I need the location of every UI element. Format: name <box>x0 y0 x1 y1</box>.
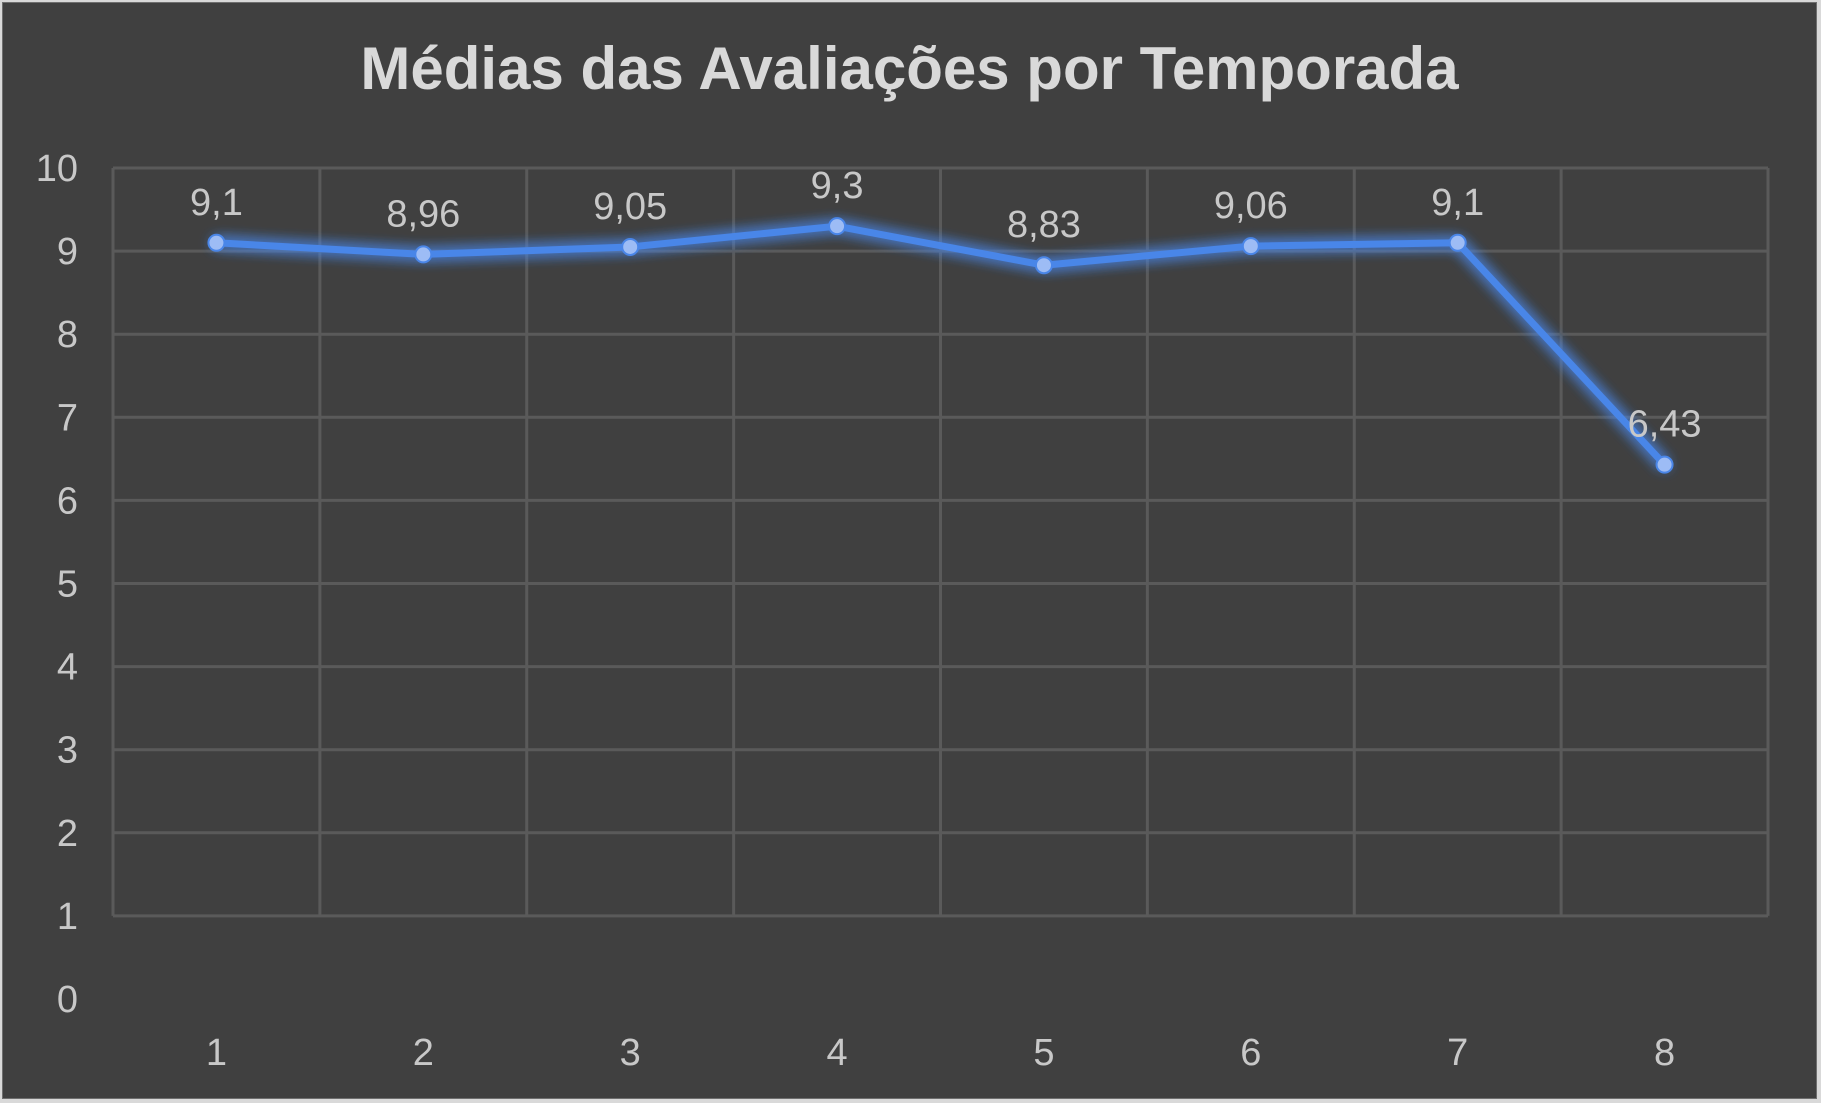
series-line <box>212 222 1669 469</box>
chart-title: Médias das Avaliações por Temporada <box>360 35 1459 102</box>
y-tick-label: 1 <box>57 896 78 938</box>
axis-layer: 0 1 2 3 4 5 6 7 8 9 10 1 2 3 4 5 6 7 8 <box>36 148 1675 1074</box>
x-tick-label: 5 <box>1033 1032 1054 1074</box>
y-tick-label: 4 <box>57 647 78 689</box>
data-point <box>1655 455 1674 474</box>
label-layer: 9,1 8,96 9,05 9,3 8,83 9,06 9,1 6,43 <box>190 165 1702 445</box>
data-label: 9,06 <box>1214 185 1288 227</box>
grid-layer <box>111 166 1770 918</box>
y-tick-label: 9 <box>57 231 78 273</box>
data-label: 6,43 <box>1628 404 1702 446</box>
x-tick-label: 4 <box>826 1032 847 1074</box>
y-tick-label: 2 <box>57 813 78 855</box>
data-label: 8,96 <box>386 193 460 235</box>
data-point <box>1241 237 1260 256</box>
data-point <box>1448 233 1467 252</box>
x-tick-label: 3 <box>620 1032 641 1074</box>
y-tick-label: 7 <box>57 397 78 439</box>
y-tick-label: 8 <box>57 314 78 356</box>
x-tick-label: 8 <box>1654 1032 1675 1074</box>
x-tick-label: 6 <box>1240 1032 1261 1074</box>
x-tick-label: 1 <box>206 1032 227 1074</box>
x-tick-label: 7 <box>1447 1032 1468 1074</box>
x-tick-label: 2 <box>413 1032 434 1074</box>
y-tick-label: 3 <box>57 730 78 772</box>
data-label: 9,1 <box>190 182 243 224</box>
data-label: 9,3 <box>811 165 864 207</box>
data-label: 9,05 <box>593 186 667 228</box>
series-layer <box>207 217 1674 474</box>
y-tick-label: 10 <box>36 148 78 190</box>
data-point <box>1034 256 1053 275</box>
y-tick-label: 5 <box>57 564 78 606</box>
data-point <box>828 217 847 236</box>
y-tick-label: 6 <box>57 480 78 522</box>
data-point <box>414 245 433 264</box>
data-label: 8,83 <box>1007 204 1081 246</box>
data-label: 9,1 <box>1431 182 1484 224</box>
data-point <box>621 237 640 256</box>
data-point <box>207 233 226 252</box>
y-tick-label: 0 <box>57 979 78 1021</box>
